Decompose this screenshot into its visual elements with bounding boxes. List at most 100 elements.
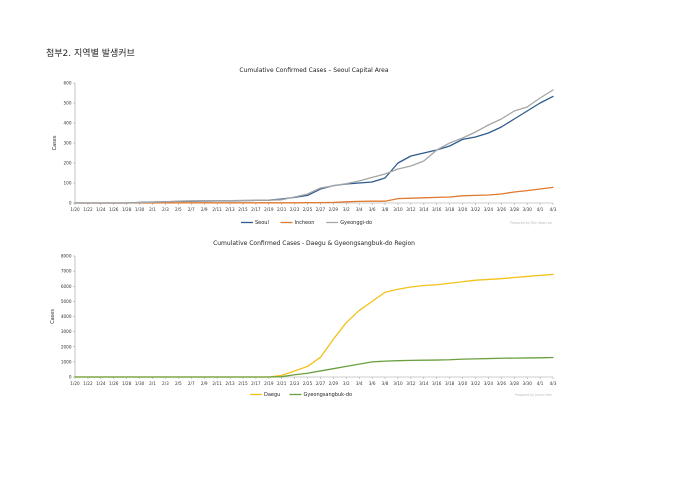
x-tick-label: 2/19 (264, 207, 274, 212)
y-axis-title: Cases (50, 309, 56, 324)
y-tick-label: 6000 (61, 284, 72, 289)
x-tick-label: 2/5 (175, 381, 182, 386)
x-tick-label: 3/12 (406, 381, 416, 386)
x-tick-label: 1/26 (109, 207, 119, 212)
y-tick-label: 5000 (61, 299, 72, 304)
y-tick-label: 100 (64, 181, 72, 186)
x-tick-label: 3/10 (393, 381, 403, 386)
x-tick-label: 1/28 (122, 381, 132, 386)
x-tick-label: 1/20 (70, 207, 80, 212)
x-tick-label: 1/22 (83, 207, 93, 212)
x-tick-label: 2/11 (212, 207, 222, 212)
y-tick-label: 300 (64, 141, 72, 146)
x-tick-label: 1/24 (96, 207, 106, 212)
y-tick-label: 500 (64, 101, 72, 106)
x-tick-label: 3/10 (393, 207, 403, 212)
x-tick-label: 3/30 (522, 207, 532, 212)
chart-seoul-capital-area: Cumulative Confirmed Cases – Seoul Capit… (52, 67, 557, 226)
x-tick-label: 3/8 (382, 207, 389, 212)
y-axis-title: Cases (52, 135, 58, 150)
y-tick-label: 7000 (61, 269, 72, 274)
x-tick-label: 1/26 (109, 381, 119, 386)
x-tick-label: 3/24 (484, 207, 494, 212)
x-tick-label: 2/23 (290, 381, 300, 386)
x-tick-label: 3/28 (510, 207, 520, 212)
x-tick-label: 3/22 (471, 207, 481, 212)
x-tick-label: 3/12 (406, 207, 416, 212)
x-tick-label: 4/3 (550, 207, 557, 212)
legend-label-seoul: Seoul (255, 220, 269, 226)
credit-text: Prepared by Jinsun Han (515, 393, 552, 397)
x-tick-label: 3/2 (343, 207, 350, 212)
series-line-incheon (74, 186, 554, 204)
x-tick-label: 3/14 (419, 207, 429, 212)
x-tick-label: 2/19 (264, 381, 274, 386)
x-tick-label: 3/2 (343, 381, 350, 386)
x-tick-label: 2/21 (277, 381, 287, 386)
x-tick-label: 4/3 (550, 381, 557, 386)
x-tick-label: 3/20 (458, 381, 468, 386)
x-tick-label: 2/29 (329, 207, 339, 212)
x-tick-label: 3/4 (356, 381, 363, 386)
x-tick-label: 3/28 (510, 381, 520, 386)
x-tick-label: 2/9 (201, 381, 208, 386)
x-tick-label: 1/22 (83, 381, 93, 386)
x-tick-label: 2/9 (201, 207, 208, 212)
x-tick-label: 2/21 (277, 207, 287, 212)
x-tick-label: 3/6 (369, 207, 376, 212)
x-tick-label: 3/14 (419, 381, 429, 386)
x-tick-label: 1/20 (70, 381, 80, 386)
x-tick-label: 2/13 (225, 381, 235, 386)
x-tick-label: 3/8 (382, 381, 389, 386)
y-tick-label: 0 (69, 201, 72, 206)
legend-label-gyeonggi-do: Gyeonggi-do (340, 220, 372, 226)
y-tick-label: 400 (64, 121, 72, 126)
y-tick-label: 3000 (61, 329, 72, 334)
y-tick-label: 600 (64, 81, 72, 86)
x-tick-label: 2/7 (188, 207, 195, 212)
legend-label-gyeongsangbuk-do: Gyeongsangbuk-do (304, 392, 353, 398)
x-tick-label: 1/28 (122, 207, 132, 212)
x-tick-label: 1/30 (135, 207, 145, 212)
page-heading: 첨부2. 지역별 발생커브 (46, 49, 135, 59)
x-tick-label: 3/16 (432, 381, 442, 386)
y-tick-label: 200 (64, 161, 72, 166)
legend-label-daegu: Daegu (264, 392, 280, 398)
series-line-gyeongsangbuk-do (74, 356, 554, 378)
x-tick-label: 3/18 (445, 381, 455, 386)
x-tick-label: 2/27 (316, 381, 326, 386)
x-tick-label: 3/6 (369, 381, 376, 386)
legend-label-incheon: Incheon (295, 220, 315, 226)
x-tick-label: 3/18 (445, 207, 455, 212)
y-tick-label: 1000 (61, 359, 72, 364)
x-tick-label: 3/20 (458, 207, 468, 212)
x-tick-label: 3/4 (356, 207, 363, 212)
y-tick-label: 4000 (61, 314, 72, 319)
y-tick-label: 2000 (61, 344, 72, 349)
x-tick-label: 3/22 (471, 381, 481, 386)
x-tick-label: 1/30 (135, 381, 145, 386)
series-line-gyeonggi-do (74, 89, 554, 204)
x-tick-label: 1/24 (96, 381, 106, 386)
x-tick-label: 2/7 (188, 381, 195, 386)
x-tick-label: 3/26 (497, 207, 507, 212)
x-tick-label: 2/23 (290, 207, 300, 212)
x-tick-label: 2/11 (212, 381, 222, 386)
x-tick-label: 4/1 (537, 207, 544, 212)
x-tick-label: 2/15 (238, 207, 248, 212)
x-tick-label: 3/26 (497, 381, 507, 386)
x-tick-label: 2/17 (251, 381, 261, 386)
y-tick-label: 8000 (61, 254, 72, 259)
x-tick-label: 2/1 (149, 207, 156, 212)
chart-title: Cumulative Confirmed Cases – Seoul Capit… (239, 67, 388, 74)
x-tick-label: 4/1 (537, 381, 544, 386)
x-tick-label: 2/3 (162, 381, 169, 386)
x-tick-label: 3/24 (484, 381, 494, 386)
chart-title: Cumulative Confirmed Cases - Daegu & Gye… (213, 240, 415, 247)
x-tick-label: 2/5 (175, 207, 182, 212)
x-tick-label: 3/16 (432, 207, 442, 212)
x-tick-label: 2/27 (316, 207, 326, 212)
x-tick-label: 2/15 (238, 381, 248, 386)
credit-text: Prepared by Shin Woo Lee (510, 221, 552, 225)
